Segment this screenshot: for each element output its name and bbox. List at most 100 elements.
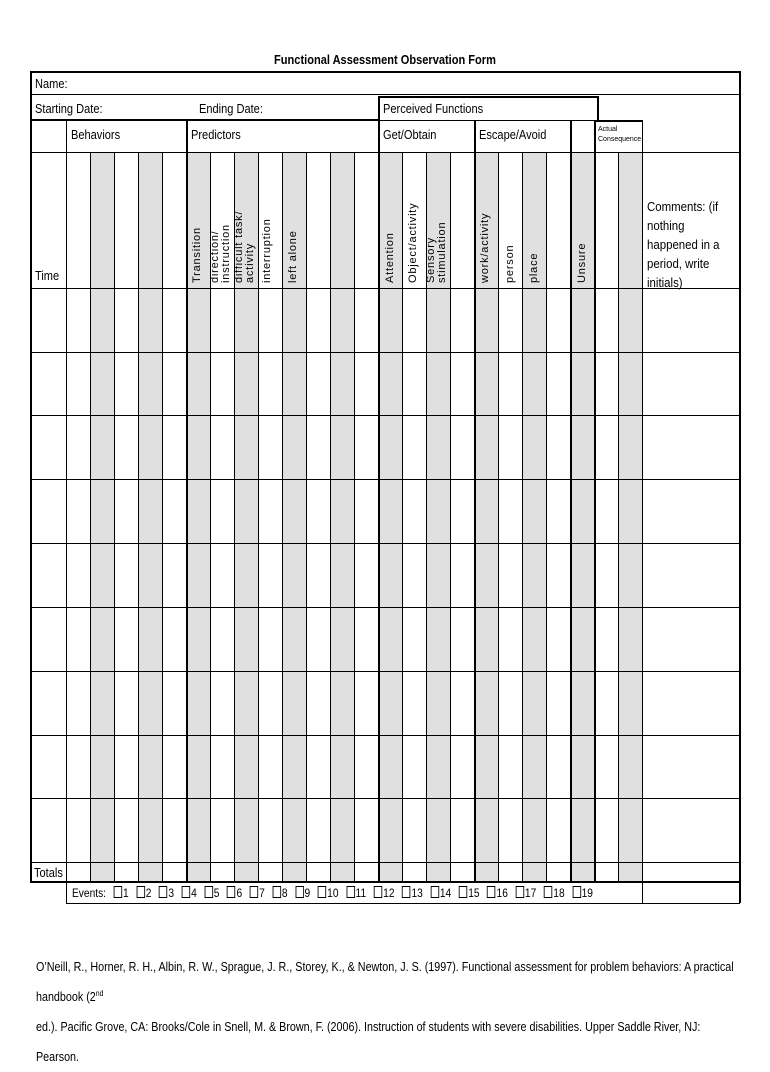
citation-line-1: O’Neill, R., Horner, R. H., Albin, R. W.… <box>36 960 734 1004</box>
actual-consequence-header: Actual Consequence <box>598 126 642 143</box>
column-line <box>114 152 115 882</box>
checkbox-icon[interactable] <box>515 886 525 898</box>
row-line <box>30 607 740 608</box>
event-checkbox[interactable]: 9 <box>295 886 310 900</box>
row-line <box>30 415 740 416</box>
checkbox-icon[interactable] <box>159 886 168 898</box>
starting-date-label: Starting Date: <box>35 101 103 116</box>
column-line <box>546 152 547 882</box>
shaded-column <box>474 152 498 882</box>
citation: O’Neill, R., Horner, R. H., Albin, R. W.… <box>36 952 741 1072</box>
event-checkbox[interactable]: 5 <box>204 886 219 900</box>
checkbox-icon[interactable] <box>113 886 123 898</box>
row-line <box>30 119 378 120</box>
column-line <box>210 152 211 882</box>
predictor-label: difficult task/ activity <box>233 210 256 283</box>
predictors-header: Predictors <box>191 127 241 142</box>
column-line <box>258 152 259 882</box>
shaded-column <box>618 152 642 882</box>
events-label: Events: <box>72 886 107 900</box>
event-checkbox[interactable]: 14 <box>430 886 452 900</box>
row-line <box>30 94 740 95</box>
row-line <box>66 903 740 904</box>
column-line <box>162 152 163 882</box>
event-number: 19 <box>581 886 593 900</box>
event-checkbox[interactable]: 7 <box>249 886 265 900</box>
event-checkbox[interactable]: 2 <box>136 886 151 900</box>
event-checkbox[interactable]: 18 <box>543 886 565 900</box>
events-row: Events: 1 2 3 4 5 6 7 8 9 10 11 12 13 14 15 16 17 18 19 <box>72 886 593 900</box>
get-obtain-label: Attention <box>384 232 396 283</box>
event-checkbox[interactable]: 1 <box>113 886 129 900</box>
event-number: 11 <box>355 886 367 900</box>
event-checkbox[interactable]: 6 <box>227 886 242 900</box>
event-number: 10 <box>327 886 339 900</box>
citation-line-2: ed.). Pacific Grove, CA: Brooks/Cole in … <box>36 1020 701 1064</box>
checkbox-icon[interactable] <box>181 886 191 898</box>
event-number: 7 <box>259 886 265 900</box>
event-number: 8 <box>281 886 288 900</box>
event-number: 3 <box>168 886 175 900</box>
event-checkbox[interactable]: 12 <box>373 886 394 900</box>
column-line <box>594 120 596 882</box>
checkbox-icon[interactable] <box>458 886 468 898</box>
event-checkbox[interactable]: 17 <box>515 886 537 900</box>
column-line <box>618 152 619 882</box>
checkbox-icon[interactable] <box>227 886 236 898</box>
checkbox-icon[interactable] <box>317 886 327 898</box>
column-line <box>90 152 91 882</box>
checkbox-icon[interactable] <box>272 886 281 898</box>
event-checkbox[interactable]: 19 <box>572 886 593 900</box>
row-line <box>30 671 740 672</box>
comments-header: Comments: (if nothing happened in a peri… <box>647 199 720 290</box>
row-line <box>378 96 597 98</box>
checkbox-icon[interactable] <box>430 886 440 898</box>
shaded-column <box>234 152 258 882</box>
event-checkbox[interactable]: 13 <box>402 886 423 900</box>
checkbox-icon[interactable] <box>487 886 496 898</box>
event-checkbox[interactable]: 11 <box>346 886 366 900</box>
event-checkbox[interactable]: 16 <box>487 886 508 900</box>
row-line <box>30 352 740 353</box>
event-checkbox[interactable]: 4 <box>181 886 197 900</box>
checkbox-icon[interactable] <box>136 886 145 898</box>
checkbox-icon[interactable] <box>402 886 411 898</box>
row-line <box>30 120 643 121</box>
checkbox-icon[interactable] <box>346 886 355 898</box>
event-checkbox[interactable]: 10 <box>317 886 339 900</box>
event-checkbox[interactable]: 3 <box>159 886 174 900</box>
column-line <box>30 71 32 882</box>
predictor-label: interruption <box>261 218 273 283</box>
event-number: 14 <box>439 886 452 900</box>
event-checkbox[interactable]: 15 <box>458 886 480 900</box>
column-line <box>402 152 403 882</box>
checkbox-icon[interactable] <box>295 886 304 898</box>
column-line <box>522 152 523 882</box>
unsure-label: Unsure <box>576 242 588 283</box>
row-line <box>30 798 740 799</box>
event-number: 2 <box>145 886 152 900</box>
get-obtain-header: Get/Obtain <box>383 127 437 142</box>
column-line <box>378 96 380 882</box>
shaded-column <box>426 152 450 882</box>
checkbox-icon[interactable] <box>572 886 581 898</box>
event-checkbox[interactable]: 8 <box>272 886 288 900</box>
event-number: 17 <box>524 886 537 900</box>
column-line <box>426 152 427 882</box>
get-obtain-label: Sensory stimulation <box>425 221 448 283</box>
shaded-column <box>570 152 594 882</box>
predictor-label: Transition <box>191 227 203 283</box>
checkbox-icon[interactable] <box>373 886 383 898</box>
predictor-label: left alone <box>287 230 299 283</box>
row-line <box>30 543 740 544</box>
totals-label: Totals <box>34 865 63 880</box>
checkbox-icon[interactable] <box>204 886 213 898</box>
escape-avoid-label: work/activity <box>479 212 491 283</box>
event-number: 6 <box>236 886 243 900</box>
checkbox-icon[interactable] <box>249 886 259 898</box>
shaded-column <box>378 152 402 882</box>
escape-avoid-label: person <box>504 244 516 283</box>
form-title: Functional Assessment Observation Form <box>274 52 496 67</box>
event-number: 15 <box>468 886 480 900</box>
checkbox-icon[interactable] <box>543 886 553 898</box>
